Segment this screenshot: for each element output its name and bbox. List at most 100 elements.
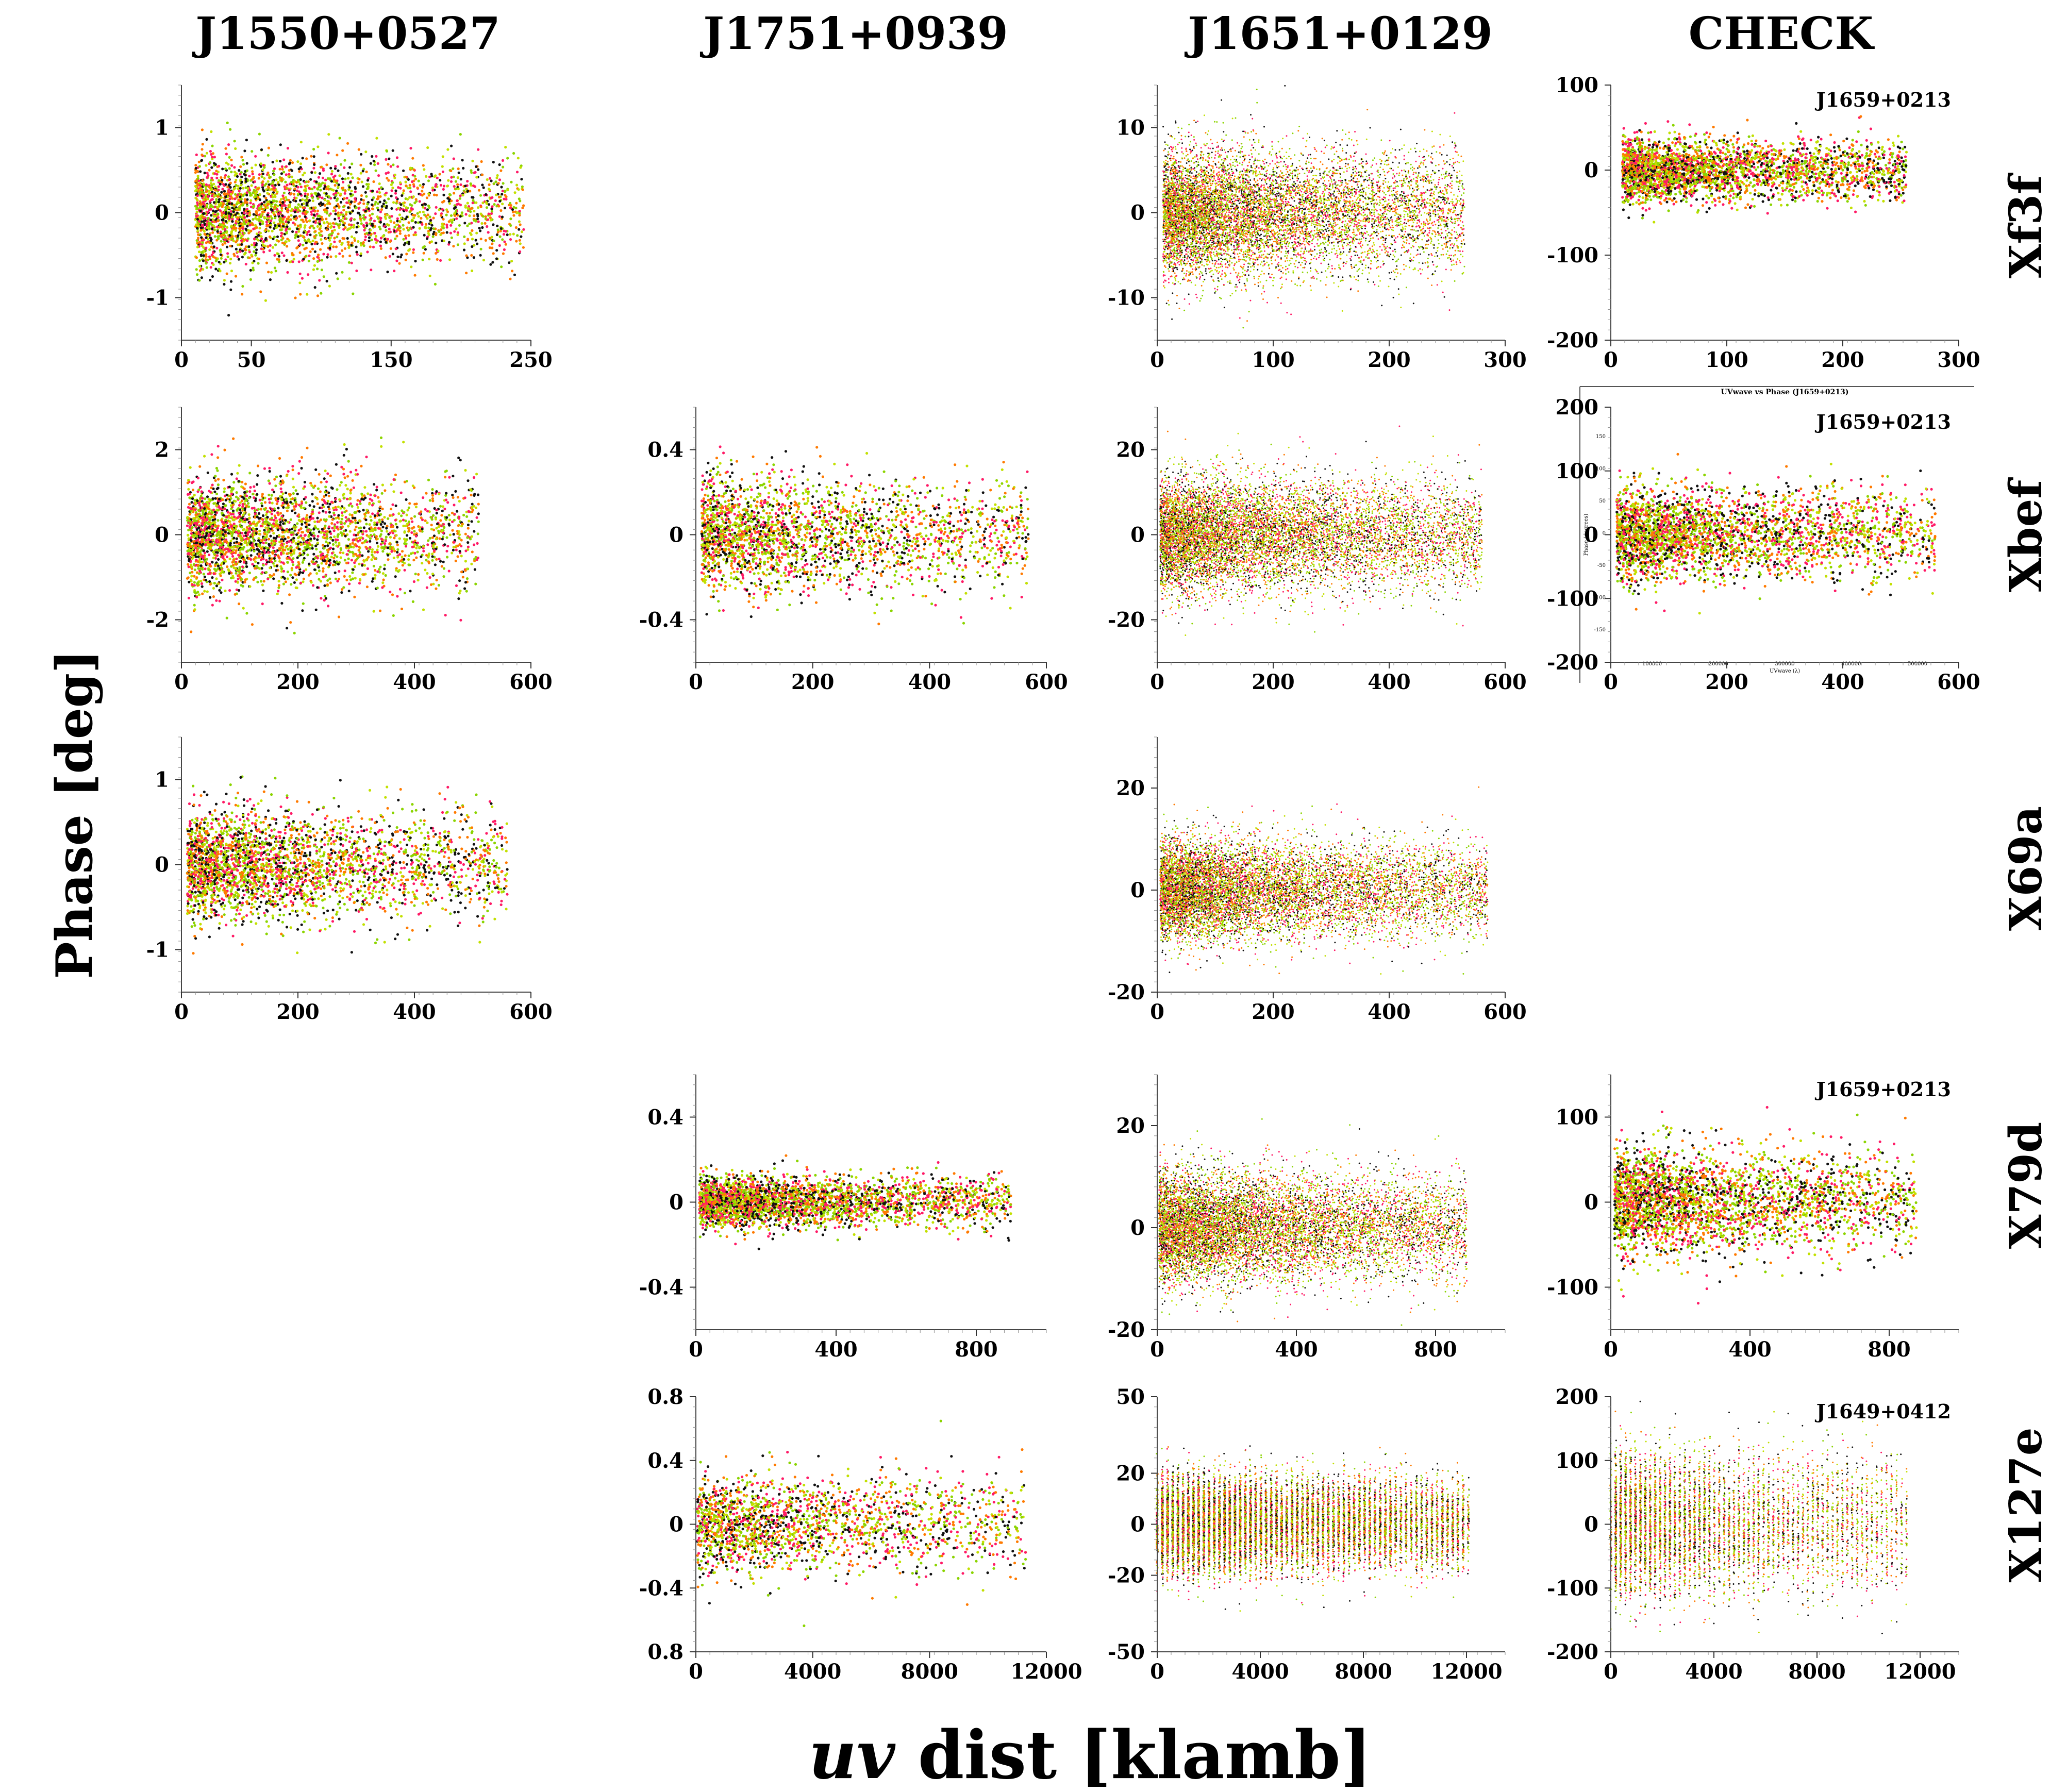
data-point [451,237,453,239]
data-point [229,258,232,260]
data-point [348,255,351,257]
data-point [413,202,416,204]
data-point [196,199,198,202]
data-point [240,176,243,178]
data-point [371,155,373,158]
data-point [300,186,303,188]
data-point [518,220,521,223]
data-point [374,238,377,241]
data-point [347,172,349,175]
data-point [457,168,460,170]
data-point [480,222,483,225]
data-point [235,184,238,187]
data-point [208,227,211,230]
data-point [455,228,457,230]
data-point [269,278,272,281]
data-point [237,193,239,196]
data-point [369,245,372,248]
data-point [419,200,421,203]
data-point [208,248,211,251]
data-point [498,244,501,247]
data-point [224,168,227,170]
column-titles: J1550+0527 J1751+0939 J1651+0129 CHECK [192,8,1875,60]
data-point [388,231,390,233]
data-point [279,200,281,203]
data-point [491,242,493,245]
data-point [449,170,452,172]
data-point [196,194,199,197]
data-point [229,245,231,247]
data-point [506,233,509,236]
data-point [338,253,341,255]
data-point [433,175,436,178]
data-point [325,163,328,166]
data-point [442,188,445,191]
data-point [332,176,335,178]
data-point [393,226,396,228]
data-point [242,163,245,165]
data-point [302,244,304,246]
data-point [490,179,493,182]
data-point [431,187,434,189]
data-point [312,209,314,212]
data-point [492,240,495,242]
data-point [443,185,445,187]
data-point [194,180,197,182]
data-point [270,271,273,274]
data-point [204,155,206,157]
data-point [209,150,212,153]
data-point [379,211,382,213]
data-point [390,195,393,197]
data-point [405,181,407,183]
data-point [236,175,239,178]
data-point [196,273,198,276]
data-point [463,222,466,224]
data-point [327,253,329,256]
data-point [211,275,214,278]
data-point [228,167,231,170]
data-point [484,222,487,225]
data-point [276,236,279,238]
data-point [297,203,300,206]
data-point [502,190,504,192]
data-point [466,225,469,227]
data-point [339,137,341,139]
data-point [287,221,290,224]
data-point [240,156,243,158]
data-point [366,179,369,181]
data-point [471,196,473,198]
data-point [320,166,322,169]
data-point [431,224,434,227]
data-point [453,176,455,178]
data-point [503,233,505,236]
data-point [471,270,473,272]
data-point [318,203,321,205]
data-point [445,224,448,226]
data-point [274,266,276,269]
data-point [492,252,495,255]
data-point [510,260,513,262]
data-point [302,157,304,159]
data-point [336,154,338,156]
data-point [430,240,433,243]
data-point [521,186,524,188]
data-point [423,234,426,237]
data-point [424,248,427,250]
data-point [503,241,506,243]
column-title-4: CHECK [1689,8,1875,60]
data-point [357,181,359,184]
data-point [240,171,243,174]
data-point [360,194,363,197]
data-point [468,214,471,217]
data-point [332,210,335,212]
data-point [251,244,253,246]
data-point [472,202,474,204]
data-point [235,248,238,250]
data-point [441,208,444,211]
data-point [241,249,244,252]
data-point [294,200,297,203]
data-point [351,242,354,244]
data-point [288,228,290,230]
data-point [357,240,359,243]
data-point [216,212,219,215]
